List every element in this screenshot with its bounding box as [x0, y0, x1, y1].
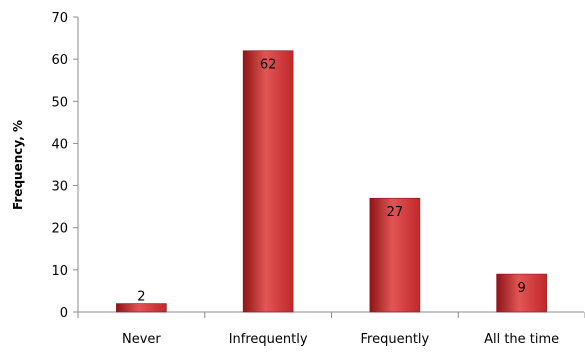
data-label-0: 2	[137, 290, 145, 305]
bars-group	[116, 50, 547, 313]
bar-3	[496, 273, 547, 313]
y-tick-label-5: 50	[51, 95, 68, 110]
y-tick-label-7: 70	[51, 11, 68, 26]
x-category-label-2: Frequently	[361, 332, 430, 347]
labels-group: 2 Never 62 Infrequently 27 Frequently 9 All the…	[122, 58, 559, 347]
x-category-label-0: Never	[122, 332, 161, 347]
data-label-2: 27	[387, 205, 404, 220]
bar-2	[369, 197, 421, 313]
y-axis-title: Frequency, %	[11, 120, 25, 210]
y-tick-label-4: 40	[51, 137, 68, 152]
y-tick-label-3: 30	[51, 180, 68, 195]
data-label-1: 62	[260, 58, 277, 73]
y-tick-label-0: 0	[60, 306, 68, 321]
x-category-label-1: Infrequently	[229, 332, 308, 347]
x-category-label-3: All the time	[484, 332, 559, 347]
y-tick-label-1: 10	[51, 264, 68, 279]
data-label-3: 9	[517, 281, 525, 296]
bar-1	[242, 50, 294, 313]
y-tick-label-6: 60	[51, 53, 68, 68]
y-tick-label-2: 20	[51, 222, 68, 237]
bar-0	[116, 303, 167, 313]
